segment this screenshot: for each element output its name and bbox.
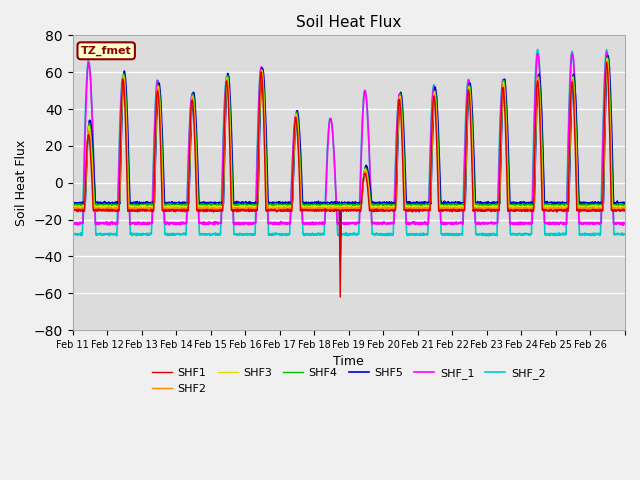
SHF1	[337, 294, 344, 300]
SHF4	[517, 204, 525, 209]
SHF2	[515, 205, 523, 211]
SHF2	[621, 205, 629, 211]
SHF5	[621, 200, 629, 205]
SHF4	[614, 201, 621, 207]
X-axis label: Time: Time	[333, 355, 364, 369]
SHF2	[416, 208, 424, 214]
Y-axis label: Soil Heat Flux: Soil Heat Flux	[15, 140, 28, 226]
SHF3	[604, 56, 611, 61]
SHF5	[243, 201, 251, 207]
SHF_1	[243, 220, 251, 226]
SHF1	[603, 60, 611, 65]
SHF5	[337, 257, 344, 263]
Title: Soil Heat Flux: Soil Heat Flux	[296, 15, 401, 30]
Line: SHF1: SHF1	[72, 62, 625, 297]
SHF3	[124, 165, 132, 171]
SHF_1	[515, 220, 523, 226]
Line: SHF4: SHF4	[72, 58, 625, 206]
Line: SHF_1: SHF_1	[72, 53, 625, 225]
SHF3	[621, 204, 629, 209]
SHF5	[124, 124, 132, 130]
SHF1	[614, 207, 621, 213]
SHF_2	[485, 233, 493, 239]
Line: SHF_2: SHF_2	[72, 49, 625, 236]
SHF_2	[534, 47, 541, 52]
SHF_1	[547, 220, 554, 226]
SHF1	[515, 208, 523, 214]
SHF3	[577, 205, 585, 211]
SHF3	[547, 204, 554, 210]
SHF2	[68, 205, 76, 211]
SHF5	[614, 200, 621, 205]
SHF2	[603, 58, 611, 64]
Legend: SHF1, SHF2, SHF3, SHF4, SHF5, SHF_1, SHF_2: SHF1, SHF2, SHF3, SHF4, SHF5, SHF_1, SHF…	[147, 364, 550, 398]
SHF5	[382, 200, 390, 206]
SHF1	[243, 207, 251, 213]
SHF3	[243, 204, 251, 210]
SHF_1	[124, 150, 132, 156]
SHF_1	[620, 222, 627, 228]
SHF_1	[68, 221, 76, 227]
SHF3	[382, 203, 390, 209]
SHF_2	[621, 231, 629, 237]
SHF3	[614, 204, 621, 210]
SHF2	[382, 206, 390, 212]
SHF5	[547, 201, 554, 207]
SHF_2	[68, 232, 76, 238]
SHF2	[243, 205, 251, 211]
SHF_2	[382, 233, 390, 239]
SHF3	[68, 203, 76, 209]
SHF4	[124, 148, 132, 154]
Line: SHF2: SHF2	[72, 61, 625, 211]
SHF2	[124, 186, 132, 192]
SHF3	[515, 204, 523, 209]
SHF_2	[243, 232, 251, 238]
SHF1	[68, 206, 76, 212]
SHF5	[515, 200, 523, 206]
SHF1	[124, 208, 132, 214]
SHF2	[614, 205, 621, 211]
SHF4	[621, 203, 629, 208]
SHF4	[243, 202, 251, 208]
SHF_2	[124, 148, 132, 154]
Line: SHF3: SHF3	[72, 59, 625, 208]
SHF_2	[547, 231, 554, 237]
SHF_1	[621, 220, 629, 226]
SHF_1	[603, 50, 611, 56]
SHF1	[547, 207, 554, 213]
SHF1	[621, 207, 629, 213]
SHF2	[547, 205, 554, 211]
SHF5	[604, 53, 612, 59]
SHF4	[547, 201, 554, 207]
Text: TZ_fmet: TZ_fmet	[81, 46, 132, 56]
SHF_2	[515, 232, 523, 238]
SHF4	[515, 202, 523, 207]
SHF4	[68, 202, 76, 208]
SHF_1	[614, 220, 621, 226]
SHF4	[382, 203, 390, 208]
SHF5	[68, 201, 76, 206]
SHF4	[604, 55, 611, 60]
Line: SHF5: SHF5	[72, 56, 625, 260]
SHF_1	[382, 221, 390, 227]
SHF_2	[614, 230, 621, 236]
SHF1	[382, 208, 390, 214]
